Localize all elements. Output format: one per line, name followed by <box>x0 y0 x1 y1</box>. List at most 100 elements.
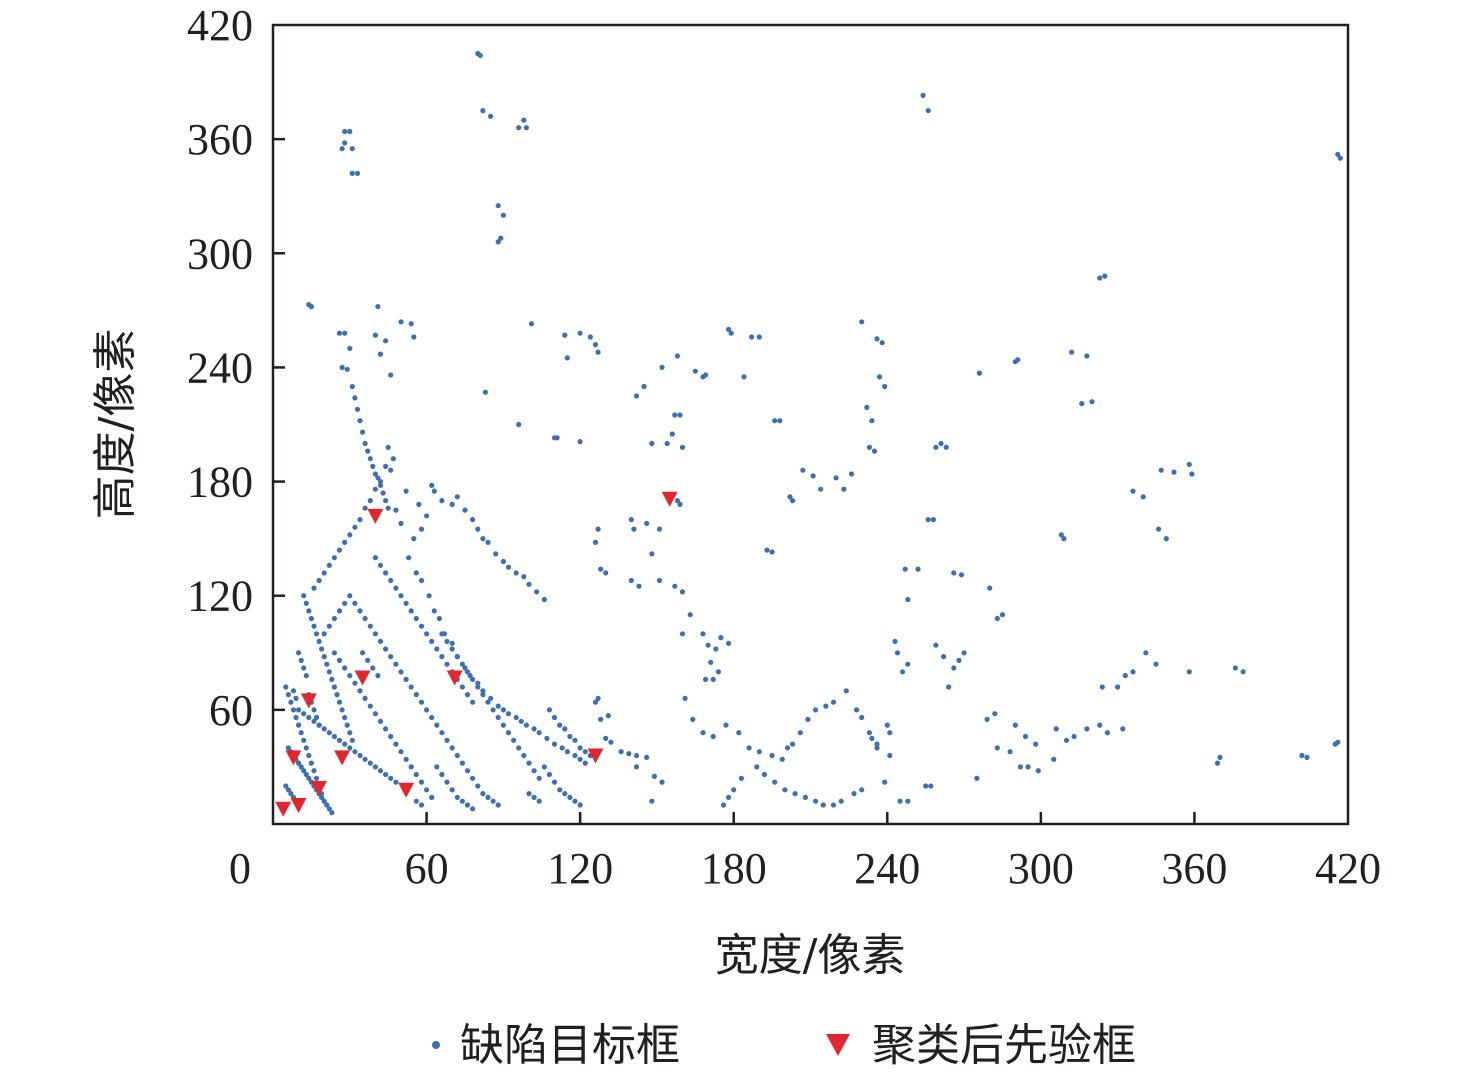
defect-box-point <box>720 802 727 808</box>
defect-box-point <box>334 692 340 698</box>
defect-box-point <box>521 752 527 759</box>
defect-box-point <box>813 707 819 713</box>
defect-box-point <box>485 699 491 705</box>
defect-box-point <box>354 406 361 412</box>
defect-box-point <box>306 714 312 721</box>
defect-box-point <box>365 448 371 454</box>
defect-box-point <box>510 737 517 743</box>
defect-box-point <box>641 383 647 390</box>
defect-box-point <box>1061 536 1067 542</box>
defect-box-point <box>928 783 934 789</box>
defect-box-point <box>347 593 353 599</box>
defect-box-point <box>715 669 722 675</box>
defect-box-point <box>408 608 414 614</box>
defect-box-point <box>874 336 880 342</box>
defect-box-point <box>393 661 399 667</box>
defect-box-point <box>1232 665 1238 671</box>
defect-box-point <box>728 330 734 336</box>
defect-box-point <box>357 688 363 694</box>
defect-box-point <box>375 673 381 679</box>
defect-box-point <box>357 608 363 614</box>
defect-box-point <box>961 650 967 656</box>
defect-box-point <box>564 355 570 361</box>
defect-box-point <box>326 623 332 629</box>
defect-box-point <box>577 756 583 762</box>
legend: 缺陷目标框 聚类后先验框 <box>432 1020 1136 1071</box>
defect-box-point <box>365 657 371 664</box>
defect-box-point <box>987 585 993 591</box>
x-tick-label: 360 <box>1161 844 1227 893</box>
y-tick-label: 240 <box>187 343 253 392</box>
defect-box-point <box>636 583 642 589</box>
defect-box-point <box>360 650 366 656</box>
defect-box-point <box>672 583 678 589</box>
defect-box-point <box>418 779 425 785</box>
defect-box-point <box>513 570 519 576</box>
defect-box-point <box>372 332 378 338</box>
defect-box-point <box>1299 752 1305 759</box>
defect-box-point <box>434 646 440 652</box>
defect-box-point <box>367 703 373 709</box>
defect-box-point <box>577 745 583 751</box>
defect-box-point <box>383 771 389 778</box>
defect-box-point <box>1122 673 1128 679</box>
defect-box-point <box>475 526 481 532</box>
legend-label-prior-boxes: 聚类后先验框 <box>872 1020 1136 1071</box>
defect-box-point <box>413 692 419 698</box>
defect-box-point <box>618 749 624 755</box>
defect-box-point <box>342 539 348 546</box>
defect-box-point <box>1171 469 1177 475</box>
defect-box-point <box>413 615 419 622</box>
defect-box-point <box>1033 741 1039 747</box>
defect-box-point <box>649 551 655 557</box>
defect-box-point <box>859 319 865 325</box>
defect-box-point <box>536 730 542 736</box>
defect-box-point <box>444 661 450 667</box>
defect-box-point <box>459 760 465 766</box>
defect-box-point <box>342 140 348 146</box>
legend-label-defect-boxes: 缺陷目标框 <box>460 1020 680 1071</box>
defect-box-point <box>933 642 939 648</box>
defect-box-point <box>388 372 394 378</box>
defect-box-point <box>523 722 530 728</box>
defect-box-point <box>644 520 650 527</box>
defect-box-point <box>887 752 893 759</box>
defect-box-point <box>349 146 355 152</box>
defect-box-point <box>1097 722 1103 728</box>
defect-box-point <box>943 444 949 450</box>
defect-box-point <box>920 92 926 98</box>
defect-box-point <box>326 730 332 736</box>
defect-box-point <box>746 745 752 751</box>
x-tick-label: 300 <box>1008 844 1074 893</box>
prior-box-marker <box>398 782 415 798</box>
defect-box-point <box>841 486 847 492</box>
defect-box-point <box>994 615 1000 622</box>
defect-box-point <box>349 170 355 176</box>
defect-box-point <box>403 600 409 606</box>
x-axis-title: 宽度/像素 <box>715 930 906 981</box>
defect-box-point <box>500 707 506 713</box>
defect-box-point <box>772 779 778 785</box>
defect-box-point <box>500 722 506 728</box>
defect-box-point <box>516 421 522 428</box>
defect-box-point <box>362 615 368 622</box>
defect-box-point <box>316 577 322 584</box>
defect-box-point <box>587 334 594 340</box>
defect-box-point <box>818 486 824 492</box>
defect-box-point <box>557 722 563 728</box>
defect-box-point <box>528 321 535 327</box>
defect-box-point <box>296 650 302 656</box>
defect-box-point <box>605 713 611 719</box>
defect-box-point <box>946 684 952 690</box>
defect-box-point <box>838 798 844 804</box>
prior-box-marker <box>275 801 292 817</box>
defect-box-point <box>874 745 880 751</box>
defect-box-point <box>644 754 650 761</box>
defect-box-point <box>805 716 811 723</box>
defect-box-point <box>813 798 819 804</box>
defect-box-point <box>679 589 686 595</box>
defect-box-point <box>738 775 745 781</box>
defect-box-point <box>705 642 711 648</box>
defect-box-point <box>308 304 314 310</box>
defect-box-point <box>772 418 778 424</box>
